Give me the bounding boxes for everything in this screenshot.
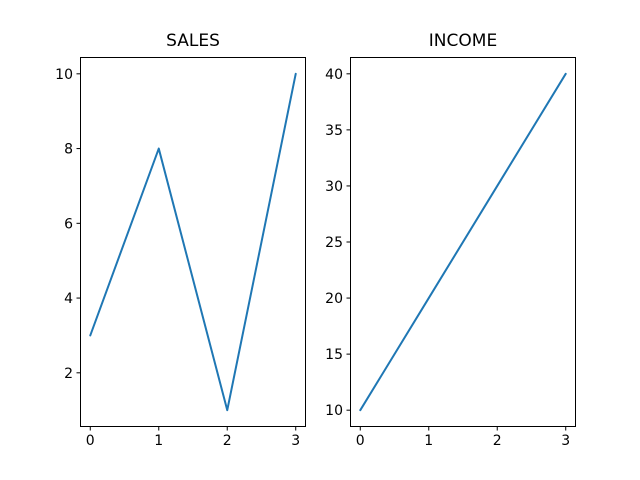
income-chart-title: INCOME bbox=[428, 31, 498, 51]
svg-text:35: 35 bbox=[325, 123, 343, 139]
svg-text:3: 3 bbox=[561, 433, 570, 449]
svg-text:8: 8 bbox=[64, 142, 73, 158]
sales-plot-area: 2 4 6 8 10 0 1 2 3 bbox=[55, 57, 306, 449]
svg-text:0: 0 bbox=[86, 433, 95, 449]
income-chart: INCOME 10 15 20 25 30 35 40 0 1 2 3 bbox=[325, 33, 576, 449]
svg-text:30: 30 bbox=[325, 179, 343, 195]
sales-chart-title: SALES bbox=[166, 31, 220, 51]
svg-text:25: 25 bbox=[325, 235, 343, 251]
income-plot-area: 10 15 20 25 30 35 40 0 1 2 3 bbox=[325, 57, 576, 449]
svg-text:20: 20 bbox=[325, 291, 343, 307]
svg-text:10: 10 bbox=[325, 403, 343, 419]
sales-chart: SALES 2 4 6 8 10 0 1 2 3 bbox=[55, 33, 306, 449]
svg-text:6: 6 bbox=[64, 216, 73, 232]
svg-text:3: 3 bbox=[291, 433, 300, 449]
svg-text:0: 0 bbox=[356, 433, 365, 449]
svg-text:1: 1 bbox=[424, 433, 433, 449]
svg-text:15: 15 bbox=[325, 347, 343, 363]
svg-text:2: 2 bbox=[64, 366, 73, 382]
svg-text:2: 2 bbox=[493, 433, 502, 449]
svg-text:10: 10 bbox=[55, 67, 73, 83]
svg-text:40: 40 bbox=[325, 67, 343, 83]
svg-text:4: 4 bbox=[64, 291, 73, 307]
svg-text:1: 1 bbox=[154, 433, 163, 449]
svg-text:2: 2 bbox=[223, 433, 232, 449]
